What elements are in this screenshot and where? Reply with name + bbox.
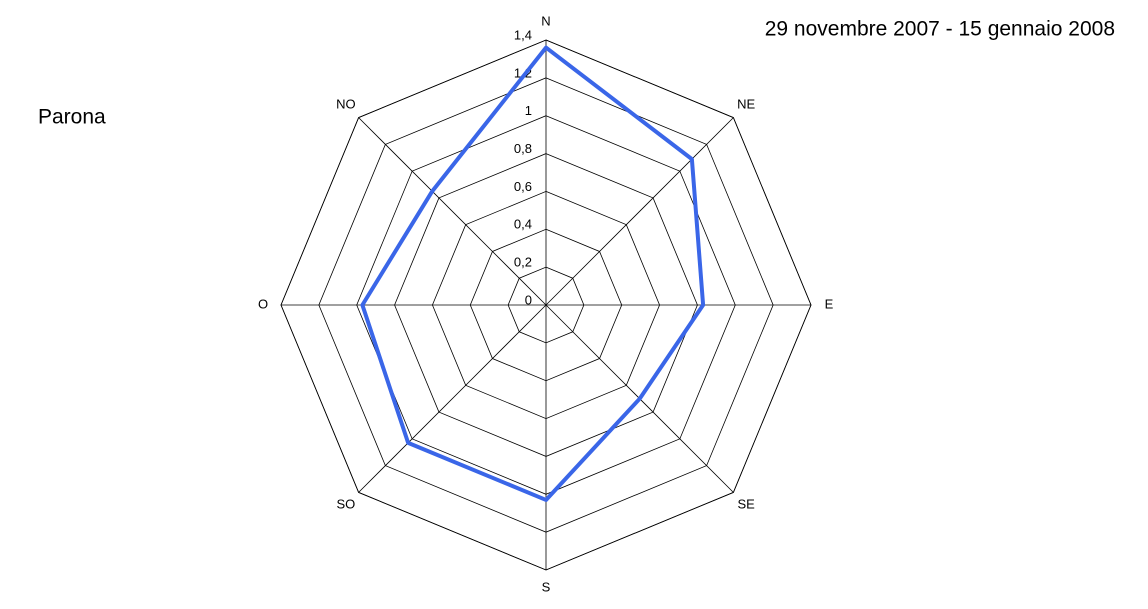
y-tick-label: 0,4 [514, 217, 532, 232]
category-label: NE [737, 96, 755, 111]
category-label: N [541, 13, 550, 28]
spoke [358, 304, 547, 493]
category-label: O [258, 296, 268, 311]
y-tick-label: 1,4 [514, 27, 532, 42]
y-tick-label: 0 [525, 292, 532, 307]
category-label: E [825, 296, 834, 311]
spoke [545, 117, 734, 306]
series-line [360, 45, 706, 502]
y-tick-label: 0,8 [514, 141, 532, 156]
y-tick-label: 1 [525, 103, 532, 118]
category-label: SO [336, 497, 355, 512]
spoke [358, 117, 547, 306]
category-label: S [542, 579, 551, 594]
station-label: Parona [38, 106, 106, 129]
category-label: SE [737, 497, 755, 512]
category-label: NO [336, 96, 356, 111]
y-tick-label: 0,2 [514, 255, 532, 270]
y-tick-label: 0,6 [514, 179, 532, 194]
chart-title: 29 novembre 2007 - 15 gennaio 2008 [765, 18, 1115, 41]
